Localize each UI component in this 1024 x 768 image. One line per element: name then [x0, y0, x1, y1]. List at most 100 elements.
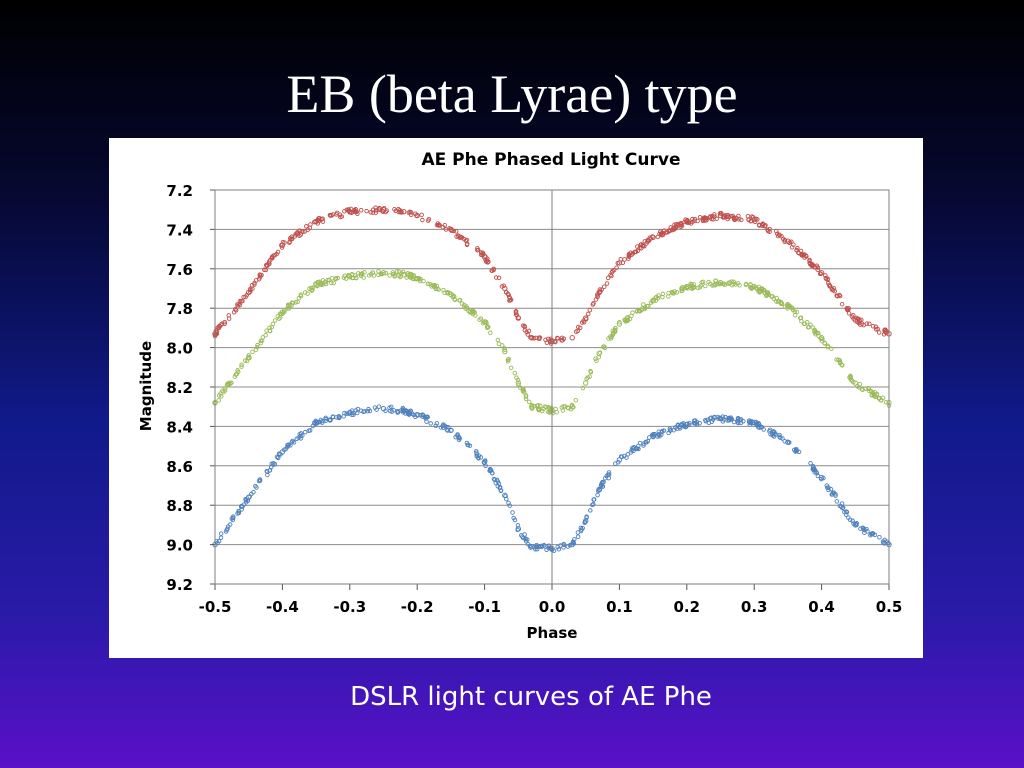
series-3-point [330, 414, 336, 420]
data-points [212, 205, 892, 553]
series-2-point [506, 356, 512, 362]
series-1-point [685, 217, 690, 223]
series-1-point [373, 205, 378, 210]
series-3-point [288, 443, 293, 448]
series-3-point [715, 414, 721, 420]
series-3-point [256, 478, 262, 484]
series-3-point [449, 428, 454, 433]
series-2-point [782, 304, 788, 310]
series-2-point [609, 334, 615, 340]
chart-title: AE Phe Phased Light Curve [421, 150, 680, 170]
series-3-point [675, 422, 681, 428]
series-1-point [337, 212, 343, 217]
series-3-point [404, 409, 410, 414]
series-3-point [302, 429, 308, 435]
series-3-point [636, 443, 641, 449]
series-2-point [656, 293, 661, 298]
series-3-point [606, 470, 612, 475]
series-3-point [846, 515, 851, 520]
series-1-point [247, 287, 253, 293]
series-1-point [448, 227, 454, 232]
series-2-point [716, 281, 721, 287]
series-3-point [834, 499, 840, 504]
series-2-point [222, 386, 228, 391]
series-2-point [399, 271, 404, 276]
series-2-point [518, 385, 523, 391]
series-1-point [794, 247, 799, 253]
series-2-point [396, 273, 402, 278]
series-3-point [657, 433, 662, 439]
series-1-point [292, 234, 298, 239]
x-tick-label: -0.4 [266, 598, 299, 616]
series-1-point [825, 277, 830, 283]
series-1-point [293, 232, 298, 237]
series-2-point [703, 283, 708, 289]
series-1-point [553, 339, 558, 345]
series-2-point [315, 279, 321, 285]
series-3-point [630, 445, 635, 451]
series-2-point [295, 299, 300, 305]
series-1-point [257, 272, 262, 277]
x-tick-label: 0.0 [539, 598, 566, 616]
series-2-point [450, 293, 456, 298]
y-axis-label: Magnitude [137, 341, 155, 431]
series-1-point [420, 217, 425, 223]
series-2-point [445, 291, 451, 296]
chart-panel: AE Phe Phased Light Curve 7.2 7.4 7.6 7.8 8.… [109, 138, 923, 658]
series-1-point [854, 315, 859, 321]
series-1-point [269, 255, 275, 261]
series-2-point [246, 353, 252, 358]
series-1-point [244, 292, 250, 298]
series-1-point [659, 232, 664, 238]
series-1-point [629, 252, 635, 257]
series-1-point [645, 237, 651, 243]
series-3-point [862, 530, 867, 535]
series-3-point [575, 534, 581, 540]
series-2-point [613, 325, 618, 331]
series-2-point [765, 290, 770, 296]
series-2-point [625, 318, 630, 324]
series-2-point [770, 294, 775, 299]
series-1-point [801, 252, 807, 257]
series-2-point [721, 281, 727, 286]
series-2-point [829, 346, 834, 351]
series-3-point [686, 422, 692, 428]
series-3-point [236, 510, 242, 516]
series-2-point [505, 359, 511, 364]
series-1-point [489, 268, 494, 273]
series-2-point [383, 270, 389, 276]
x-tick-label: -0.2 [401, 598, 434, 616]
y-tick-label: 7.2 [166, 182, 193, 200]
series-3-point [503, 493, 508, 499]
series-2-point [634, 309, 640, 314]
series-3-point [318, 417, 324, 423]
y-tick-label: 8.4 [166, 418, 193, 436]
series-2-point [457, 298, 462, 303]
series-1-point [522, 328, 528, 333]
series-2-point [341, 275, 347, 281]
series-2-point [343, 276, 349, 281]
series-3-point [239, 507, 244, 512]
series-2-sample-point [616, 321, 623, 327]
series-2-point [376, 269, 381, 274]
series-2-point [699, 280, 704, 285]
series-2-point [234, 371, 240, 377]
series-3-point [327, 417, 333, 423]
series-2-point [640, 306, 645, 311]
series-3-point [457, 436, 463, 441]
series-3-point [840, 505, 846, 510]
series-2-point [499, 343, 505, 348]
series-2-sample-point [515, 380, 521, 386]
series-3-point [810, 463, 816, 469]
series-2-point [309, 288, 314, 293]
series-2-point [309, 285, 314, 291]
series-2-point [756, 284, 762, 290]
series-1-point [302, 229, 308, 234]
series-3-point [735, 415, 741, 421]
series-1-point [226, 313, 232, 318]
series-1-point [585, 311, 591, 317]
series-2-point [840, 363, 845, 368]
series-1-point [380, 209, 386, 214]
series-1-point [233, 308, 239, 313]
series-3-point [677, 426, 683, 431]
